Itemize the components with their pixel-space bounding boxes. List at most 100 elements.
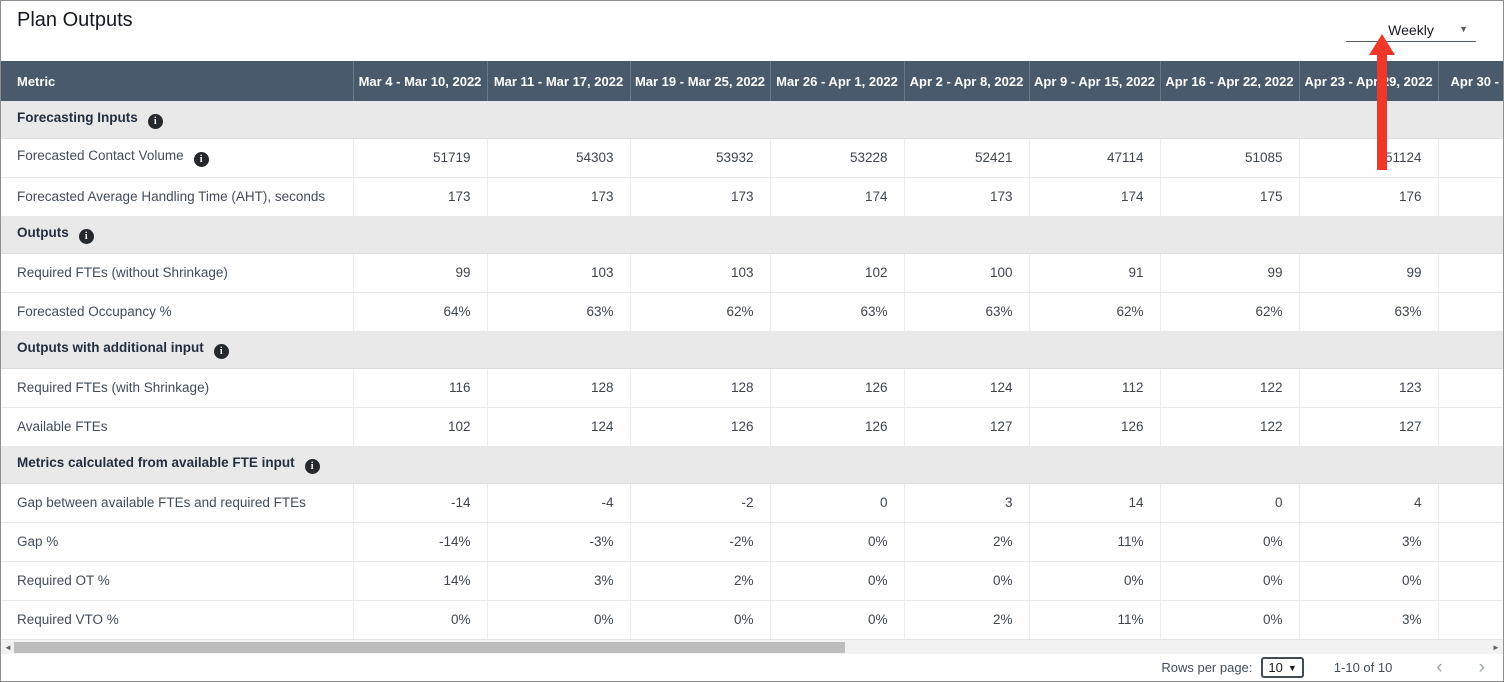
info-icon[interactable] [304,459,320,474]
metric-value-cell: 175 [1159,177,1299,217]
metric-value-cell: 63% [903,292,1029,332]
metric-value-cell: 91 [1028,253,1160,293]
metric-label: Forecasted Average Handling Time (AHT), … [17,189,326,204]
metric-value-cell [1437,368,1503,408]
metric-column-header: Metric [1,61,353,101]
metric-value-cell: 63% [1298,292,1438,332]
metric-value-cell: 0% [1298,561,1438,601]
section-label: Outputs [17,225,69,240]
metric-value-cell: 52421 [903,138,1029,178]
metric-value-cell: 3 [903,483,1029,523]
metric-value-cell: -14 [352,483,487,523]
date-column-header: Apr 30 - M [1437,61,1503,101]
section-label: Outputs with additional input [17,340,204,355]
metric-value-cell: -2% [629,522,770,562]
metric-value-cell: 103 [486,253,630,293]
pagination-range: 1-10 of 10 [1333,660,1393,675]
metric-value-cell: 174 [769,177,904,217]
info-icon[interactable] [213,344,229,359]
metric-value-cell: 0% [769,522,904,562]
metric-value-cell: 127 [903,407,1029,447]
metric-value-cell: 124 [903,368,1029,408]
info-icon[interactable] [193,152,209,167]
chevron-down-icon: ▼ [1459,24,1468,34]
metric-value-cell: 14% [352,561,487,601]
metric-value-cell: 122 [1159,407,1299,447]
metric-row: Forecasted Occupancy % 64% 63% 62% 63% 63% 62%… [1,292,1503,332]
section-label: Forecasting Inputs [17,109,138,125]
metric-value-cell: 126 [769,407,904,447]
horizontal-scrollbar[interactable]: ◄ ► [1,639,1503,655]
metric-value-cell: 99 [1159,253,1299,293]
metric-value-cell: 103 [629,253,770,293]
page-title: Plan Outputs [17,9,133,31]
select-caret-icon: ▼ [1287,662,1297,673]
metric-value-cell: 62% [1028,292,1160,332]
metric-value-cell: 0% [1159,561,1299,601]
interval-dropdown-value: Weekly [1388,21,1434,38]
metric-value-cell: 122 [1159,368,1299,408]
scroll-left-arrow-icon[interactable]: ◄ [4,643,12,652]
rows-per-page-select[interactable]: 10 ▼ [1261,657,1304,678]
metric-value-cell: 116 [352,368,487,408]
metric-value-cell: 4 [1298,483,1438,523]
metric-value-cell [1437,407,1503,447]
metric-value-cell: 102 [769,253,904,293]
date-column-header: Mar 4 - Mar 10, 2022 [352,61,487,101]
metric-row: Forecasted Contact Volume 517195430353932… [1,138,1503,178]
metric-value-cell: 100 [903,253,1029,293]
metric-value-cell: 14 [1028,483,1160,523]
plan-outputs-table: Metric Mar 4 - Mar 10, 2022 Mar 11 - Mar 1… [1,61,1503,640]
metric-value-cell: 63% [486,292,630,332]
section-label: Metrics calculated from available FTE in… [17,455,295,470]
info-icon[interactable] [78,229,94,244]
metric-value-cell: 63% [769,292,904,332]
metric-value-cell: 128 [486,368,630,408]
metric-value-cell: 126 [629,407,770,447]
metric-value-cell: 0% [1159,522,1299,562]
metric-value-cell [1437,483,1503,523]
metric-value-cell: 2% [629,561,770,601]
top-bar: Plan Outputs Weekly ▼ [1,1,1503,61]
metric-value-cell: 0% [629,600,770,640]
date-column-header: Mar 26 - Apr 1, 2022 [769,61,904,101]
metric-value-cell: 3% [486,561,630,601]
next-page-button[interactable]: › [1478,656,1485,678]
metric-value-cell: 53932 [629,138,770,178]
metric-value-cell: 51719 [352,138,487,178]
metric-value-cell: -3% [486,522,630,562]
metric-value-cell: 3% [1298,600,1438,640]
metric-value-cell: 126 [769,368,904,408]
metric-value-cell [1437,292,1503,332]
previous-page-button[interactable]: ‹ [1436,656,1443,678]
metric-value-cell: 127 [1298,407,1438,447]
date-column-header: Mar 19 - Mar 25, 2022 [629,61,770,101]
scroll-right-arrow-icon[interactable]: ► [1492,643,1500,652]
scrollbar-thumb[interactable] [14,642,845,653]
section-row: Forecasting Inputs [1,101,1503,139]
metric-row: Required OT % 14% 3% 2% 0% 0% 0% 0% 0% [1,561,1503,601]
metric-value-cell: 51085 [1159,138,1299,178]
metric-value-cell [1437,522,1503,562]
metric-value-cell: 112 [1028,368,1160,408]
metric-row: Forecasted Average Handling Time (AHT), … [1,177,1503,217]
metric-label: Required FTEs (without Shrinkage) [17,265,228,280]
metric-label: Available FTEs [17,419,108,434]
metric-value-cell [1437,600,1503,640]
info-icon[interactable] [147,113,163,129]
metric-value-cell: 0% [1028,561,1160,601]
metric-value-cell: 0 [769,483,904,523]
metric-value-cell: 11% [1028,522,1160,562]
metric-value-cell: 102 [352,407,487,447]
metric-value-cell: 99 [1298,253,1438,293]
metric-value-cell: 173 [629,177,770,217]
pagination-bar: Rows per page: 10 ▼ 1-10 of 10 ‹ › [1,654,1503,681]
metric-value-cell: 0 [1159,483,1299,523]
metric-value-cell: 126 [1028,407,1160,447]
interval-dropdown[interactable]: Weekly ▼ [1346,18,1476,42]
date-column-header: Mar 11 - Mar 17, 2022 [486,61,630,101]
date-column-header: Apr 23 - Apr 29, 2022 [1298,61,1438,101]
section-row: Metrics calculated from available FTE in… [1,446,1503,484]
metric-value-cell: 123 [1298,368,1438,408]
